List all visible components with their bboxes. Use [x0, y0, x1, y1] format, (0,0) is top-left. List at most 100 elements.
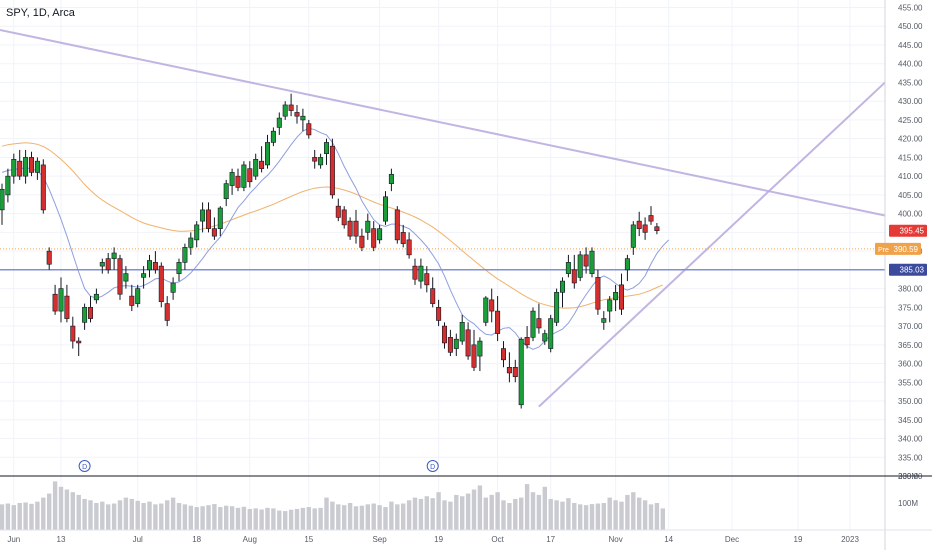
- candle: [630, 221, 636, 255]
- volume-bar: [247, 508, 252, 530]
- candle-body: [11, 158, 17, 177]
- candle-body: [518, 338, 524, 406]
- volume-bar: [377, 505, 382, 530]
- volume-bar: [64, 489, 70, 530]
- dividend-marker-label: D: [430, 464, 435, 471]
- volume-bar: [489, 494, 494, 530]
- x-tick-label: Aug: [243, 535, 257, 544]
- y-tick-label: 430.00: [898, 97, 923, 106]
- volume-bar: [336, 504, 341, 530]
- candle-body: [188, 237, 194, 248]
- candle-body: [618, 284, 624, 310]
- candle: [17, 149, 23, 180]
- volume-bar: [347, 503, 353, 530]
- volume-bar: [224, 505, 229, 530]
- candle: [571, 254, 577, 289]
- candle: [264, 134, 270, 169]
- candle-body: [465, 329, 471, 357]
- y-tick-label: 340.00: [898, 435, 923, 444]
- candle-body: [607, 299, 613, 312]
- candle-body: [347, 220, 353, 237]
- x-tick-label: 17: [546, 535, 555, 544]
- candle: [471, 329, 477, 372]
- volume-bar: [607, 497, 612, 530]
- candle-body: [147, 260, 153, 271]
- y-tick-label: 405.00: [898, 191, 923, 200]
- candle-body: [141, 273, 147, 278]
- volume-bar: [123, 497, 129, 530]
- x-tick-label: Dec: [725, 535, 739, 544]
- volume-bar: [283, 511, 288, 530]
- candle-body: [436, 307, 442, 321]
- candle: [5, 168, 11, 203]
- candle-body: [477, 340, 483, 357]
- candle: [524, 326, 530, 349]
- candle: [447, 329, 453, 357]
- candle-body: [93, 293, 99, 301]
- candle: [217, 206, 223, 237]
- candle-body: [406, 239, 412, 256]
- dividend-marker-label: D: [82, 464, 87, 471]
- candle-body: [170, 282, 176, 293]
- candle-body: [636, 220, 642, 229]
- volume-bar: [560, 501, 565, 530]
- candle-body: [483, 297, 489, 323]
- candle: [636, 211, 642, 237]
- y-tick-label: 360.00: [898, 360, 923, 369]
- volume-bar: [395, 504, 400, 530]
- candle: [406, 232, 412, 259]
- candle-body: [565, 262, 571, 274]
- candle-body: [642, 224, 648, 233]
- volume-bar: [371, 503, 376, 530]
- candle-body: [506, 367, 512, 374]
- candle-body: [453, 338, 459, 349]
- candle: [559, 277, 565, 308]
- candle: [200, 202, 206, 233]
- volume-bar: [572, 503, 577, 530]
- candle-body: [371, 228, 377, 248]
- candle: [577, 251, 583, 282]
- candle-body: [99, 262, 105, 267]
- volume-bar: [654, 503, 660, 530]
- candle-body: [335, 205, 341, 218]
- candle-body: [229, 172, 235, 186]
- volume-bar: [288, 509, 294, 530]
- candle: [506, 352, 512, 383]
- candle-body: [577, 254, 583, 278]
- candle: [613, 284, 619, 312]
- volume-bar: [29, 503, 34, 530]
- candle-body: [412, 265, 418, 280]
- candle-body: [82, 307, 88, 323]
- candle-body: [589, 250, 595, 274]
- candle: [654, 223, 660, 235]
- candle-body: [34, 160, 40, 173]
- candle-body: [247, 168, 253, 183]
- candle: [0, 183, 5, 225]
- y-tick-label: 370.00: [898, 322, 923, 331]
- candle-body: [200, 209, 206, 222]
- volume-bar: [530, 492, 536, 530]
- y-tick-label: 335.00: [898, 453, 923, 462]
- volume-bar: [241, 506, 247, 530]
- x-tick-label: Nov: [608, 535, 622, 544]
- volume-bar: [460, 496, 465, 530]
- candle: [500, 341, 506, 368]
- y-tick-label: 375.00: [898, 303, 923, 312]
- candle: [58, 277, 64, 323]
- volume-bar: [465, 493, 471, 530]
- candle-body: [88, 307, 94, 319]
- volume-bar: [442, 500, 447, 530]
- candle-body: [377, 228, 383, 241]
- candle: [377, 224, 383, 244]
- candle-body: [52, 293, 58, 312]
- volume-bar: [206, 505, 211, 530]
- candle-body: [323, 142, 329, 154]
- volume-bar: [507, 503, 512, 530]
- volume-bar: [41, 497, 46, 530]
- y-tick-label: 365.00: [898, 341, 923, 350]
- volume-bar: [312, 508, 317, 530]
- dividend-marker-icon: [426, 460, 439, 472]
- candle: [341, 206, 347, 229]
- volume-bar: [548, 498, 553, 530]
